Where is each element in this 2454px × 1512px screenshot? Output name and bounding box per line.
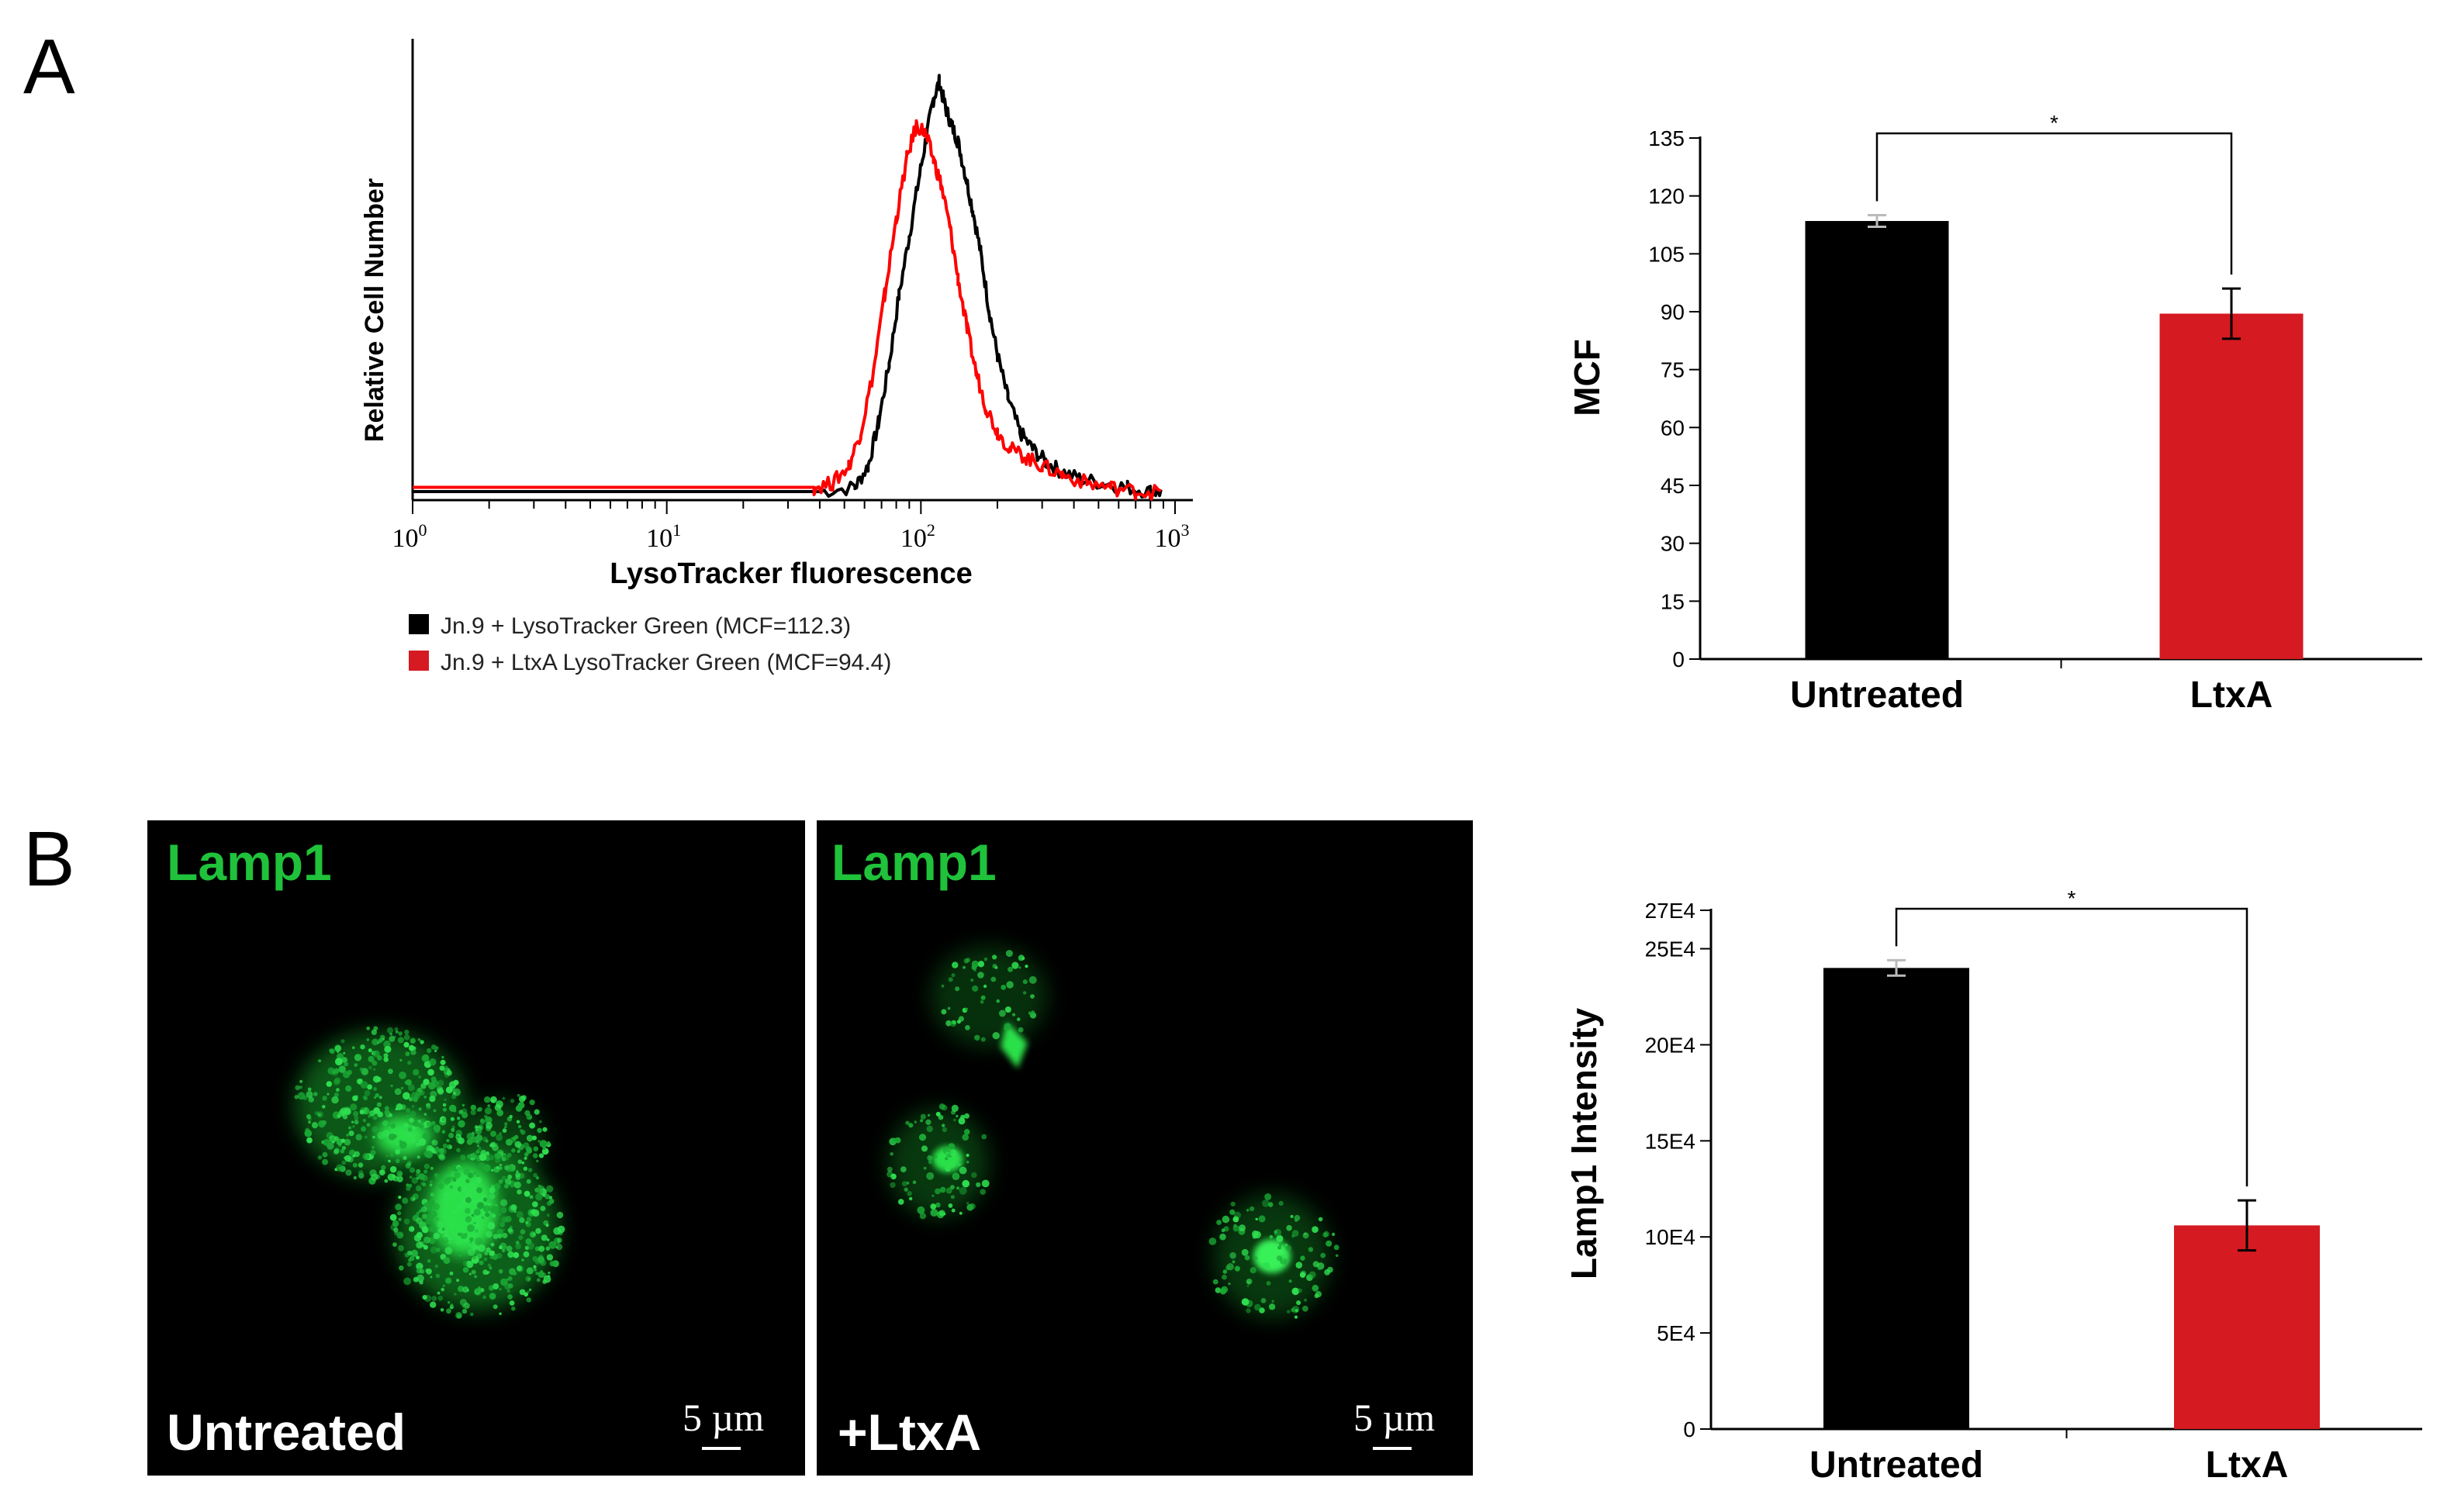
bar-untreated xyxy=(1805,221,1949,659)
histogram-legend: Jn.9 + LysoTracker Green (MCF=112.3) Jn.… xyxy=(409,613,891,675)
significance-bracket xyxy=(1895,907,2248,1187)
micrograph-untreated: Lamp1 Untreated 5 µm xyxy=(147,820,805,1476)
significance-bracket xyxy=(1875,132,2233,275)
bar-y-tick-label: 60 xyxy=(1661,416,1685,440)
legend-entry-untreated: Jn.9 + LysoTracker Green (MCF=112.3) xyxy=(441,613,851,639)
micrograph-ltxa-condition-label: +LtxA xyxy=(838,1403,981,1461)
micrograph-untreated-scale-label: 5 µm xyxy=(683,1396,764,1439)
significance-marker: * xyxy=(2068,886,2076,910)
bar-y-tick-label: 15 xyxy=(1661,589,1685,613)
bar-y-tick-label: 15E4 xyxy=(1645,1129,1695,1153)
bar-y-tick-label: 0 xyxy=(1683,1417,1695,1441)
lamp1-stained-cells-ltxa xyxy=(887,946,1339,1319)
bar-y-tick-label: 30 xyxy=(1661,532,1685,556)
lamp1-bar-chart: Lamp1 Intensity 0 5E4 10E4 15E4 20E4 25E4 27E4… xyxy=(1564,886,2422,1486)
bar-ltxa xyxy=(2159,313,2304,659)
bar-y-tick-label: 90 xyxy=(1661,300,1685,324)
legend-swatch-ltxa xyxy=(409,651,429,671)
micrograph-ltxa-scale-label: 5 µm xyxy=(1353,1396,1435,1439)
histogram-line-untreated xyxy=(413,74,1163,501)
micrograph-untreated-stain-label: Lamp1 xyxy=(167,834,332,891)
lamp1-y-label: Lamp1 Intensity xyxy=(1564,1007,1604,1279)
mcf-bar-chart: MCF 0 15 30 45 60 75 90 105 120 135 Untreated LtxA * xyxy=(1567,111,2422,716)
bar-y-tick-label: 75 xyxy=(1661,358,1685,382)
bar-y-tick-label: 45 xyxy=(1661,474,1685,498)
bar-ltxa xyxy=(2174,1225,2320,1429)
bar-category-untreated: Untreated xyxy=(1790,675,1964,716)
lamp1-stained-cells-untreated xyxy=(294,1026,565,1319)
bar-y-tick-label: 135 xyxy=(1648,126,1685,150)
histogram-x-label: LysoTracker fluorescence xyxy=(610,558,973,590)
panel-b-letter: B xyxy=(23,816,75,903)
bar-y-tick-label: 0 xyxy=(1672,647,1685,671)
significance-marker: * xyxy=(2050,111,2058,135)
histogram-x-tick-label: 103 xyxy=(1155,520,1190,553)
histogram-line-ltxa xyxy=(413,119,1162,501)
legend-entry-ltxa: Jn.9 + LtxA LysoTracker Green (MCF=94.4) xyxy=(441,650,891,675)
micrograph-untreated-condition-label: Untreated xyxy=(167,1403,406,1461)
mcf-y-label: MCF xyxy=(1567,339,1607,416)
bar-y-tick-label: 25E4 xyxy=(1645,937,1695,961)
bar-category-ltxa: LtxA xyxy=(2190,675,2273,716)
bar-category-untreated: Untreated xyxy=(1809,1445,1983,1486)
bar-y-tick-label: 20E4 xyxy=(1645,1033,1695,1057)
histogram-chart: 100 101 102 103 Relative Cell Number LysoTr… xyxy=(360,39,1193,675)
bar-category-ltxa: LtxA xyxy=(2206,1445,2289,1486)
histogram-x-tick-label: 102 xyxy=(900,520,935,553)
bar-y-tick-label: 105 xyxy=(1648,242,1685,266)
histogram-x-tick-label: 100 xyxy=(392,520,427,553)
panel-a-letter: A xyxy=(23,23,75,110)
bar-untreated xyxy=(1823,968,1969,1429)
micrograph-ltxa: Lamp1 +LtxA 5 µm xyxy=(817,820,1473,1476)
histogram-x-tick-label: 101 xyxy=(646,520,681,553)
bar-y-tick-label: 120 xyxy=(1648,185,1685,209)
bar-y-tick-label: 10E4 xyxy=(1645,1225,1695,1249)
legend-swatch-untreated xyxy=(409,614,429,634)
histogram-y-label: Relative Cell Number xyxy=(360,178,389,442)
bar-y-tick-label: 5E4 xyxy=(1657,1321,1695,1345)
micrograph-ltxa-stain-label: Lamp1 xyxy=(831,834,997,891)
bar-y-tick-label: 27E4 xyxy=(1645,899,1695,923)
